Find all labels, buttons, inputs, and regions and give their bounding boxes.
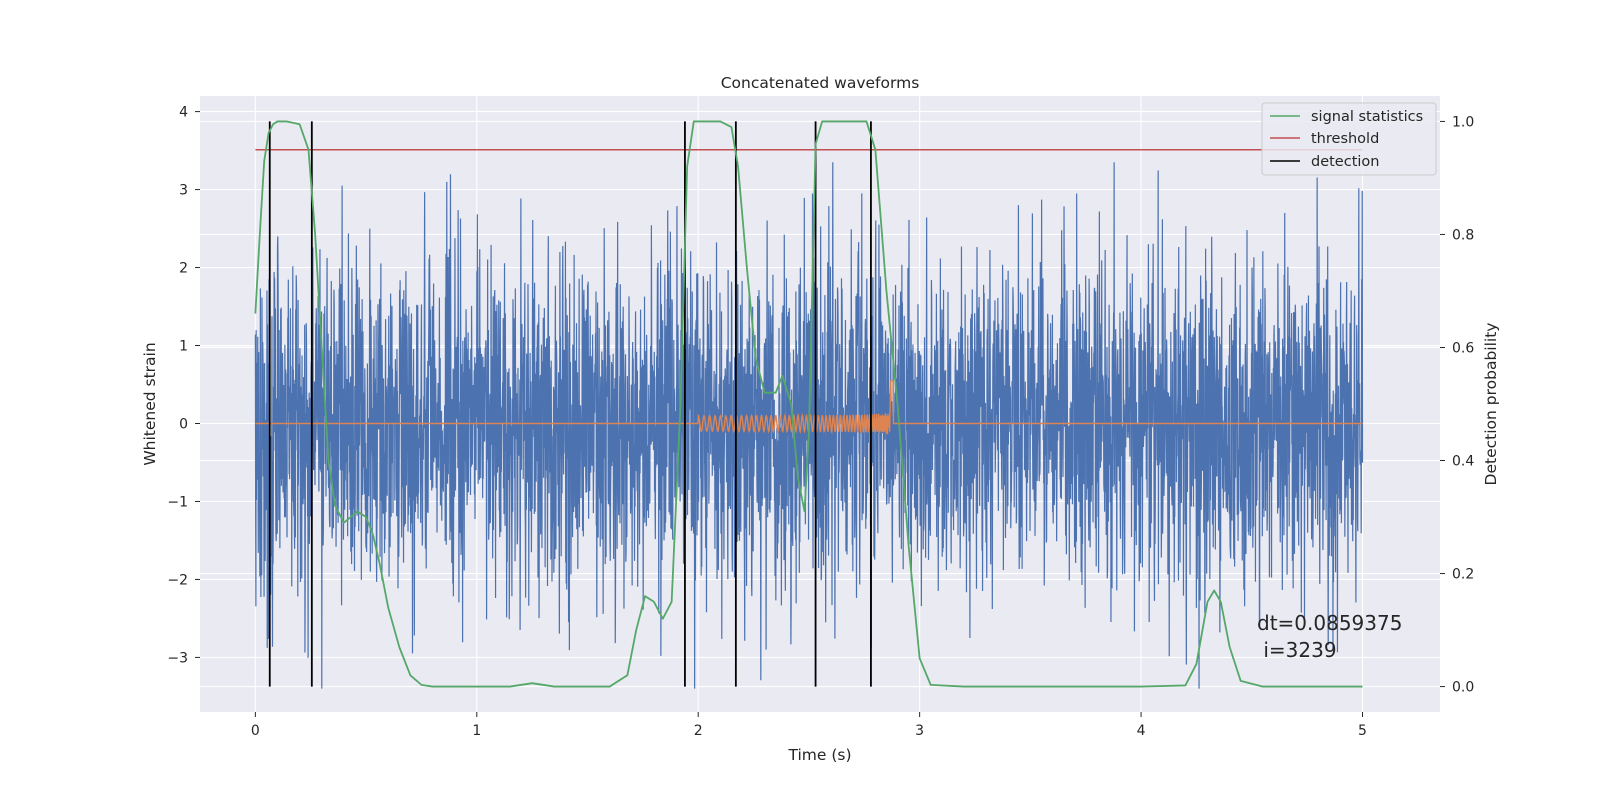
y-axis-left-label: Whitened strain (141, 342, 159, 465)
chart-title: Concatenated waveforms (721, 74, 920, 92)
signal-statistics-series (254, 120, 1363, 688)
annotation-index: i=3239 (1257, 638, 1337, 662)
legend-label-detection: detection (1311, 154, 1379, 170)
x-axis-label: Time (s) (787, 746, 851, 764)
signal-statistics-line (254, 120, 1363, 688)
x-axis-ticks: 0 1 2 3 4 5 (251, 712, 1367, 739)
y-left-tick-label: 1 (179, 339, 188, 355)
y-axis-right-ticks: 1.0 0.8 0.6 0.4 0.2 0.0 (1440, 114, 1474, 696)
y-left-tick-label: −2 (167, 572, 188, 588)
x-tick-label: 1 (472, 723, 481, 739)
y-left-tick-label: 4 (179, 105, 188, 121)
y-right-tick-label: 0.2 (1452, 567, 1474, 583)
legend-label-threshold: threshold (1311, 131, 1379, 147)
y-right-tick-label: 0.0 (1452, 680, 1474, 696)
legend-label-signal-statistics: signal statistics (1311, 109, 1423, 125)
x-tick-label: 0 (251, 723, 260, 739)
x-tick-label: 5 (1358, 723, 1367, 739)
y-left-tick-label: −1 (167, 494, 188, 510)
y-right-tick-label: 0.8 (1452, 227, 1474, 243)
x-tick-label: 3 (915, 723, 924, 739)
y-axis-left-ticks: 4 3 2 1 0 −1 −2 −3 (167, 105, 200, 666)
y-right-tick-label: 0.4 (1452, 454, 1474, 470)
x-tick-label: 4 (1137, 723, 1146, 739)
legend: signal statistics threshold detection (1261, 102, 1437, 176)
y-right-tick-label: 1.0 (1452, 114, 1474, 130)
y-left-tick-label: −3 (167, 650, 188, 666)
y-left-tick-label: 3 (179, 183, 188, 199)
y-left-tick-label: 0 (179, 416, 188, 432)
annotation-dt: dt=0.0859375 (1257, 611, 1402, 635)
y-right-tick-label: 0.6 (1452, 340, 1474, 356)
legend-box (1261, 102, 1437, 176)
detection-series (268, 121, 872, 687)
y-axis-right-label: Detection probability (1482, 323, 1500, 486)
y-left-tick-label: 2 (179, 261, 188, 277)
x-tick-label: 2 (694, 723, 703, 739)
